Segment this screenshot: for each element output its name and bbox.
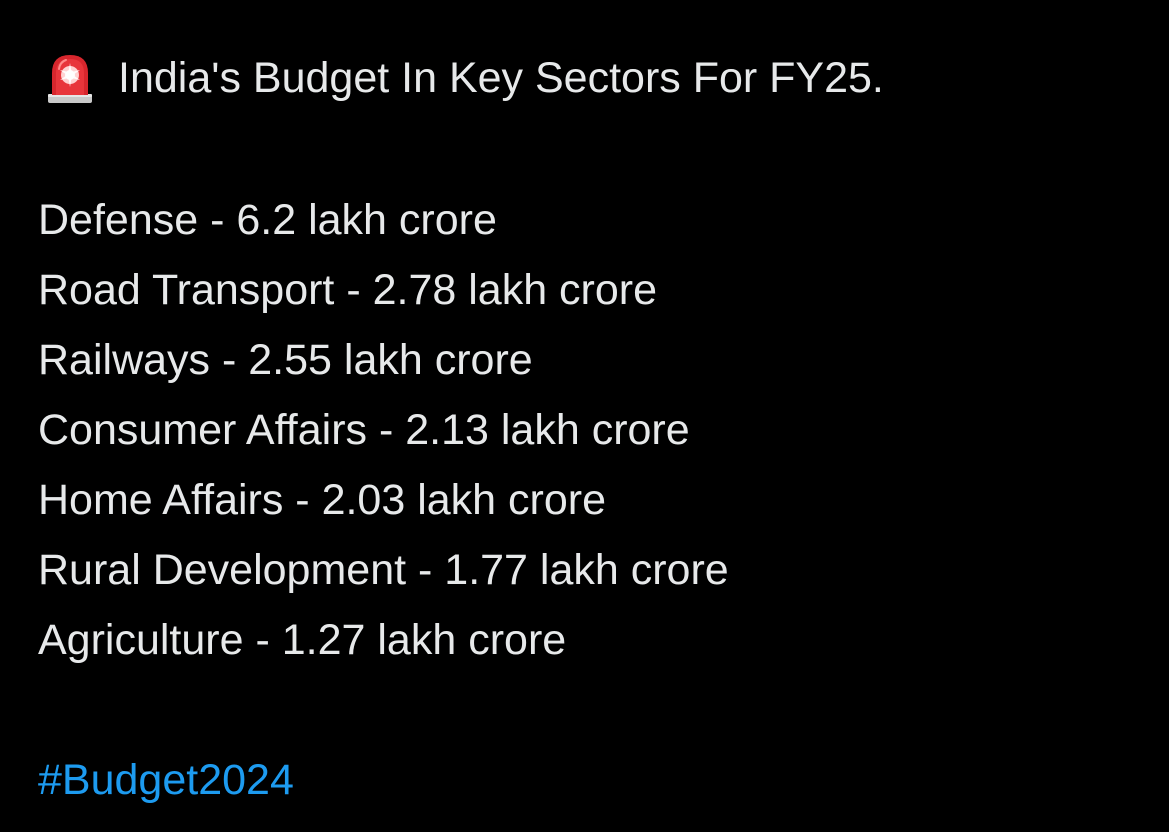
blank-line (38, 108, 1138, 185)
budget-line-consumer-affairs: Consumer Affairs - 2.13 lakh crore (38, 406, 690, 454)
hashtag-link[interactable]: #Budget2024 (38, 756, 294, 804)
siren-icon (46, 51, 94, 105)
budget-line-defense: Defense - 6.2 lakh crore (38, 196, 497, 244)
post-title-row: India's Budget In Key Sectors For FY25. (38, 48, 1138, 108)
post-title: India's Budget In Key Sectors For FY25. (118, 54, 884, 102)
budget-line-railways: Railways - 2.55 lakh crore (38, 336, 533, 384)
budget-line-rural-development: Rural Development - 1.77 lakh crore (38, 546, 729, 594)
budget-line-agriculture: Agriculture - 1.27 lakh crore (38, 616, 567, 664)
blank-line (38, 675, 1138, 745)
budget-line-home-affairs: Home Affairs - 2.03 lakh crore (38, 476, 607, 524)
post-body: India's Budget In Key Sectors For FY25. … (38, 48, 1138, 815)
budget-line-road-transport: Road Transport - 2.78 lakh crore (38, 266, 658, 314)
